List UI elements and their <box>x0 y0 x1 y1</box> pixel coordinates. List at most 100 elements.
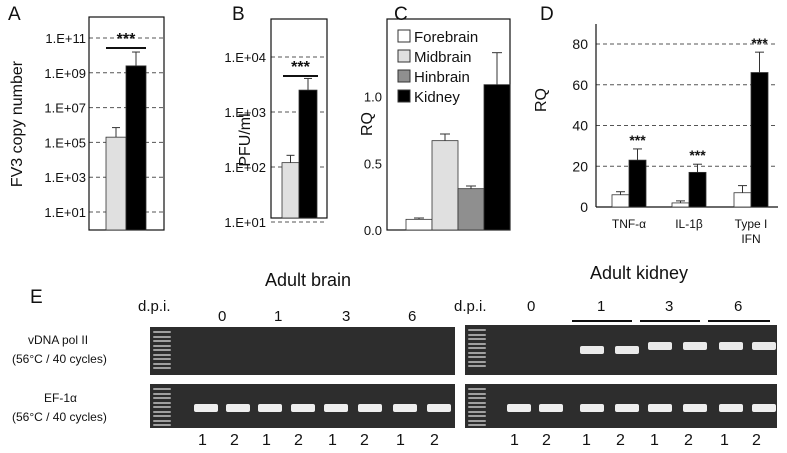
ladder-band <box>153 358 171 360</box>
brain-lane: 1 <box>396 432 405 449</box>
pcr-band <box>194 404 218 412</box>
kidney-tp-3: 3 <box>665 298 674 315</box>
brain-dpi-label: d.p.i. <box>138 298 171 315</box>
pcr-band <box>539 404 563 412</box>
kidney-lane: 2 <box>542 432 551 449</box>
bar <box>281 162 300 219</box>
brain-lane: 1 <box>328 432 337 449</box>
ladder-band <box>468 342 486 345</box>
kidney-title: Adult kidney <box>590 263 689 283</box>
kidney-lane: 2 <box>684 432 693 449</box>
ladder-band <box>153 401 171 404</box>
kidney-lane: 1 <box>720 432 729 449</box>
ladder-band <box>153 344 171 347</box>
ladder-band <box>153 367 171 369</box>
legend-entry: Forebrain <box>414 29 478 46</box>
pcr-band <box>393 404 417 412</box>
y-tick-label: 1.E+01 <box>44 205 86 220</box>
pcr-band <box>648 342 672 350</box>
gel-brain-vdna <box>150 327 455 375</box>
y-axis-label: RQ <box>359 112 376 136</box>
y-tick-label: 1.E+11 <box>45 31 86 46</box>
y-tick-label: 20 <box>572 158 588 174</box>
ladder-band <box>468 388 486 390</box>
y-tick-label: 1.E+04 <box>224 50 266 65</box>
brain-lane: 2 <box>294 432 303 449</box>
y-tick-label: 1.E+02 <box>224 160 266 175</box>
legend-swatch <box>397 49 411 63</box>
panel-label-e: E <box>30 287 43 308</box>
ladder-band <box>468 410 486 413</box>
row1-sub: (56°C / 40 cycles) <box>12 352 107 366</box>
pcr-band <box>427 404 451 412</box>
bar <box>457 188 485 231</box>
pcr-band <box>719 404 743 412</box>
bar <box>431 140 459 231</box>
pcr-band <box>324 404 348 412</box>
pcr-band <box>507 404 531 412</box>
kidney-dpi-label: d.p.i. <box>454 298 487 315</box>
x-tick-label: IL-1β <box>675 217 703 231</box>
legend-swatch <box>397 89 411 103</box>
gel-kidney-ef1a <box>465 384 777 428</box>
y-tick-label: 80 <box>572 36 588 52</box>
legend-entry: Midbrain <box>414 49 472 66</box>
row2-label: EF-1α <box>44 391 77 405</box>
significance-stars: *** <box>291 59 310 76</box>
panel-label-d: D <box>540 4 554 25</box>
pcr-band <box>752 342 776 350</box>
ladder-band <box>153 397 171 399</box>
row2-sub: (56°C / 40 cycles) <box>12 410 107 424</box>
y-tick-label: 1.E+07 <box>44 101 86 116</box>
kidney-lane: 1 <box>650 432 659 449</box>
ladder-band <box>153 340 171 342</box>
y-tick-label: 60 <box>572 77 588 93</box>
pcr-band <box>615 404 639 412</box>
brain-title: Adult brain <box>265 270 352 290</box>
ladder-band <box>153 335 171 338</box>
bar <box>750 72 769 208</box>
pcr-band <box>719 342 743 350</box>
brain-lane: 1 <box>198 432 207 449</box>
kidney-tp1-bracket <box>572 320 632 322</box>
ladder-band <box>468 415 486 417</box>
significance-stars: *** <box>689 147 706 163</box>
pcr-band <box>580 404 604 412</box>
kidney-lane: 2 <box>752 432 761 449</box>
ladder-band <box>468 347 486 349</box>
ladder-band <box>468 356 486 358</box>
ladder-band <box>468 424 486 426</box>
y-axis-label: PFU/ml <box>237 113 254 166</box>
legend-swatch <box>397 29 411 43</box>
brain-lane: 2 <box>430 432 439 449</box>
x-tick-label: Type I <box>735 217 768 231</box>
pcr-band <box>683 404 707 412</box>
bar <box>733 192 752 208</box>
bar <box>483 84 511 231</box>
pcr-band <box>291 404 315 412</box>
pcr-band <box>580 346 604 354</box>
panel-label-b: B <box>232 4 245 25</box>
ladder-band <box>468 397 486 399</box>
ladder-band <box>153 424 171 426</box>
bar <box>125 65 147 231</box>
bar <box>611 194 630 208</box>
brain-tp-3: 3 <box>342 308 351 325</box>
ladder-band <box>468 365 486 367</box>
legend-entry: Hinbrain <box>414 69 470 86</box>
gel-brain-ef1a <box>150 384 455 428</box>
kidney-tp-1: 1 <box>597 298 606 315</box>
kidney-lane: 1 <box>582 432 591 449</box>
row1-label: vDNA pol II <box>28 333 89 347</box>
y-axis-label: RQ <box>533 88 550 112</box>
y-tick-label: 0 <box>580 199 588 215</box>
bar <box>298 89 318 219</box>
bar <box>628 159 647 208</box>
kidney-tp6-bracket <box>708 320 770 322</box>
ladder-band <box>153 419 171 422</box>
ladder-band <box>153 410 171 413</box>
legend-entry: Kidney <box>414 89 460 106</box>
y-tick-label: 40 <box>572 118 588 134</box>
pcr-band <box>226 404 250 412</box>
